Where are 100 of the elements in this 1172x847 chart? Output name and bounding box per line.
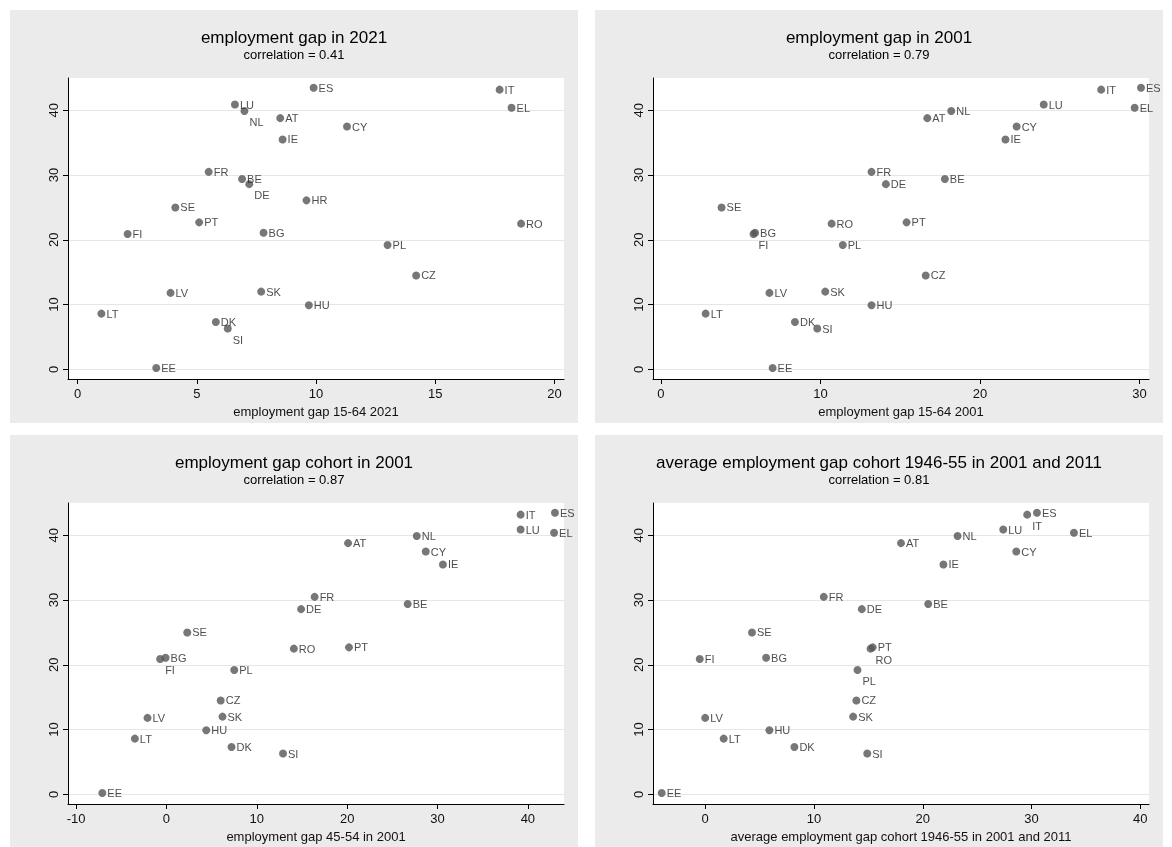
annotation: FR	[828, 590, 844, 603]
annotation: NL	[249, 116, 264, 129]
annotation: DE	[254, 189, 270, 202]
annotation: CY	[352, 120, 368, 133]
annotation: LU	[1048, 98, 1063, 111]
annotation: BG	[771, 651, 788, 664]
annotation: LT	[728, 732, 741, 745]
annotation: PT	[877, 641, 893, 654]
annotation: EL	[1139, 101, 1154, 114]
annotation: ES	[559, 506, 575, 519]
annotation: SK	[858, 710, 874, 723]
y-tick-label: 40	[46, 103, 61, 118]
annotation: AT	[932, 112, 946, 125]
annotation: SI	[232, 333, 244, 346]
x-tick-label: 10	[308, 386, 324, 401]
annotation: CZ	[225, 694, 241, 707]
annotation: PT	[353, 641, 369, 654]
y-tick-label: 20	[631, 657, 646, 673]
annotation: RO	[875, 653, 893, 666]
x-tick-label: 0	[162, 811, 171, 826]
annotation: NL	[962, 530, 977, 543]
annotation: LU	[1008, 523, 1023, 536]
annotation: CY	[430, 545, 447, 558]
annotation: ES	[1041, 506, 1057, 519]
annotation: LU	[239, 98, 255, 111]
annotation: IE	[447, 558, 459, 571]
x-axis-title: employment gap 15-64 2001	[818, 403, 984, 419]
annotation: DE	[306, 603, 322, 616]
annotation: DK	[220, 316, 237, 329]
y-tick-label: 0	[46, 365, 61, 373]
y-tick-label: 0	[631, 790, 646, 798]
annotation: HR	[311, 194, 328, 207]
annotation: RO	[836, 217, 854, 230]
x-tick-label: 0	[657, 386, 665, 401]
y-tick-label: 20	[631, 232, 646, 248]
annotation: NL	[956, 105, 971, 118]
y-tick-label: 0	[46, 790, 61, 798]
annotation: FI	[704, 653, 715, 665]
annotation: SK	[266, 285, 282, 298]
annotation: LV	[152, 711, 166, 724]
annotation: IE	[287, 133, 299, 146]
annotation: BG	[760, 226, 776, 239]
annotation: HU	[876, 299, 893, 312]
annotation: SK	[830, 285, 846, 298]
annotation: EL	[1078, 526, 1093, 539]
annotation: BE	[949, 172, 965, 185]
annotation: FI	[758, 239, 769, 251]
y-tick-label: 30	[46, 167, 61, 183]
y-tick-label: 30	[46, 592, 61, 608]
annotation: IT	[525, 508, 536, 521]
y-tick-label: 10	[46, 297, 61, 312]
annotation: FR	[213, 165, 229, 178]
x-tick-label: 40	[1133, 811, 1148, 826]
annotation: ES	[1146, 81, 1161, 94]
annotation: FR	[319, 590, 335, 603]
y-tick-label: 20	[46, 232, 61, 248]
annotation: RO	[526, 217, 544, 230]
y-tick-label: 40	[631, 528, 646, 543]
x-axis-title: average employment gap cohort 1946-55 in 2001 and 2011	[730, 828, 1072, 844]
x-tick-label: 30	[1024, 811, 1039, 826]
annotation: FI	[165, 664, 175, 676]
annotation: CY	[1021, 545, 1038, 558]
annotation: LV	[774, 286, 788, 299]
annotation: BG	[268, 226, 285, 239]
annotation: LT	[139, 732, 153, 745]
annotation: PL	[239, 664, 253, 677]
annotation: SE	[180, 201, 195, 214]
x-tick-label: 20	[547, 386, 562, 401]
chart-title: employment gap in 2021	[200, 28, 388, 47]
annotation: SE	[726, 201, 742, 214]
x-axis-title: employment gap 45-54 in 2001	[226, 828, 406, 844]
annotation: IE	[948, 558, 959, 571]
annotation: IT	[1106, 83, 1117, 96]
annotation: SE	[756, 626, 772, 639]
y-tick-label: 10	[631, 297, 646, 312]
annotation: EL	[559, 526, 573, 539]
chart-subtitle: correlation = 0.41	[243, 47, 345, 62]
annotation: EE	[666, 787, 682, 799]
annotation: FI	[132, 228, 143, 240]
annotation: DE	[890, 178, 907, 191]
annotation: SI	[288, 747, 299, 760]
annotation: SI	[872, 747, 883, 760]
annotation: DK	[799, 316, 816, 329]
annotation: DK	[236, 741, 253, 754]
annotation: SE	[192, 626, 207, 639]
annotation: CY	[1021, 120, 1038, 133]
annotation: SI	[822, 322, 833, 335]
annotation: BE	[933, 597, 948, 610]
x-tick-label: 5	[193, 386, 201, 401]
y-tick-label: 30	[631, 167, 646, 183]
chart-subtitle: correlation = 0.81	[828, 472, 930, 487]
annotation: IT	[504, 83, 515, 96]
x-tick-label: 40	[520, 811, 536, 826]
y-tick-label: 40	[631, 103, 646, 118]
x-tick-label: 30	[1132, 386, 1147, 401]
annotation: IE	[1010, 133, 1021, 146]
annotation: DE	[866, 603, 883, 616]
annotation: PL	[392, 239, 407, 252]
annotation: LT	[106, 307, 119, 320]
x-tick-label: 20	[339, 811, 355, 826]
